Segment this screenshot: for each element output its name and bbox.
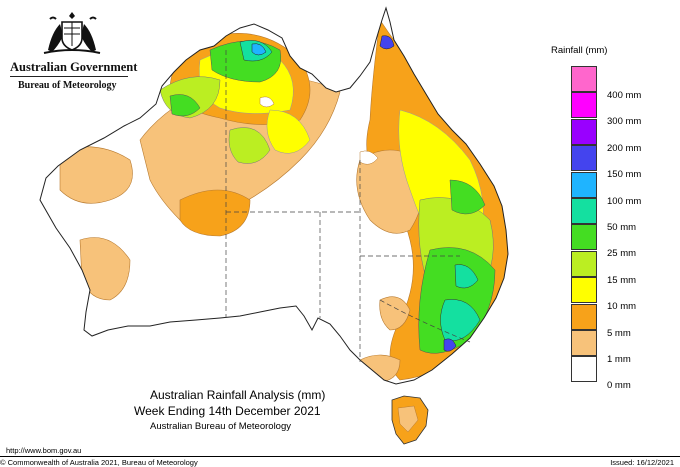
legend-label: 400 mm — [607, 90, 642, 101]
legend-label: 15 mm — [607, 274, 637, 286]
map-title: Australian Rainfall Analysis (mm) — [150, 388, 326, 402]
legend-swatch — [571, 330, 597, 356]
coat-of-arms-icon — [43, 12, 101, 54]
website-link[interactable]: http://www.bom.gov.au — [6, 446, 82, 455]
legend-title: Rainfall (mm) — [551, 45, 608, 56]
legend-swatch — [571, 277, 597, 304]
legend-swatch — [571, 198, 597, 224]
legend-label: 50 mm — [607, 222, 637, 233]
legend-label: 10 mm — [607, 301, 637, 313]
copyright-text: © Commonwealth of Australia 2021, Bureau… — [0, 458, 198, 467]
legend-swatch — [571, 356, 597, 383]
legend-label: 200 mm — [607, 142, 642, 154]
legend-label: 5 mm — [607, 327, 631, 339]
legend-swatch — [571, 303, 597, 330]
legend-swatch — [571, 145, 597, 172]
legend-swatch — [571, 250, 597, 277]
legend-label: 25 mm — [607, 248, 637, 260]
legend-label: 150 mm — [607, 169, 642, 181]
legend-swatch — [571, 118, 597, 145]
footer-divider — [0, 456, 680, 457]
legend-swatch — [571, 92, 597, 119]
map-subtitle: Week Ending 14th December 2021 — [134, 404, 321, 418]
legend-label: 300 mm — [607, 116, 642, 128]
legend-swatch — [571, 66, 597, 92]
issued-date: Issued: 16/12/2021 — [610, 458, 674, 467]
legend-swatch — [571, 171, 597, 198]
government-title: Australian Government — [10, 60, 138, 74]
rainfall-map — [39, 7, 509, 445]
legend-label: 0 mm — [607, 380, 631, 392]
bureau-title: Bureau of Meteorology — [18, 80, 117, 91]
map-source: Australian Bureau of Meteorology — [150, 421, 291, 432]
legend-swatch — [571, 224, 597, 251]
divider — [10, 76, 128, 77]
state-borders — [225, 50, 471, 362]
legend-label: 100 mm — [607, 195, 642, 207]
legend-label: 1 mm — [607, 354, 631, 365]
